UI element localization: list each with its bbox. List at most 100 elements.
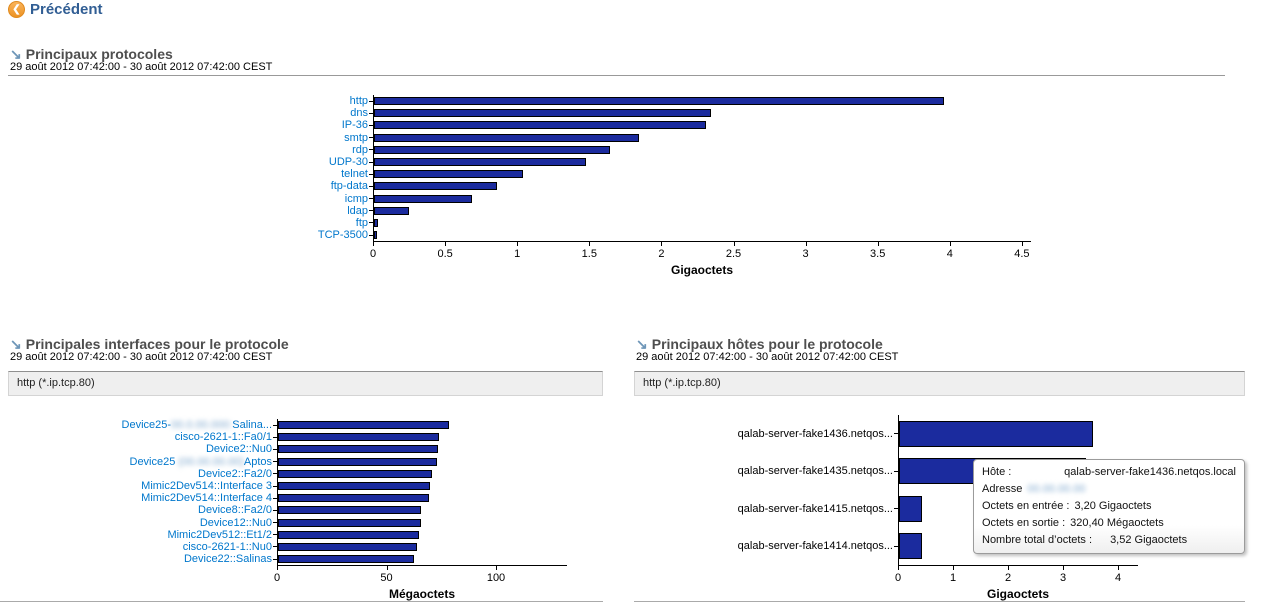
bar-label[interactable]: smtp [344, 131, 368, 144]
chart-row: Mimic2Dev512::Et1/2 [0, 528, 567, 541]
bar[interactable] [278, 506, 422, 515]
bar-label[interactable]: rdp [352, 143, 368, 156]
bar[interactable] [899, 533, 923, 560]
bar[interactable] [374, 158, 586, 167]
bar-label[interactable]: Device22::Salinas [183, 553, 272, 566]
x-tick-label: 100 [486, 572, 506, 585]
tooltip-host-value: qalab-server-fake1436.netqos.local [1064, 466, 1236, 478]
chart-row: qalab-server-fake1414.netqos... [634, 527, 1138, 565]
bar[interactable] [278, 482, 431, 491]
plot-area [277, 553, 567, 566]
section-arrow-icon: ↘ [636, 336, 648, 352]
bar-label[interactable]: cisco-2621-1::Fa0/1 [174, 431, 272, 444]
bar-label[interactable]: ftp-data [330, 180, 368, 193]
bar-label[interactable]: Device8::Fa2/0 [198, 504, 272, 517]
bar-label[interactable]: http [349, 95, 368, 108]
divider [0, 601, 603, 602]
bar-label[interactable]: Mimic2Dev512::Et1/2 [167, 528, 272, 541]
bar[interactable] [374, 194, 473, 203]
plot-area [277, 516, 567, 529]
filter-text: http (*.ip.tcp.80) [17, 377, 95, 389]
back-button[interactable]: ❮ Précédent [8, 1, 103, 18]
x-tick [953, 566, 954, 570]
chart-row: Mimic2Dev514::Interface 3 [0, 479, 567, 493]
back-label[interactable]: Précédent [30, 1, 103, 18]
plot-area [898, 415, 1138, 453]
x-tick [733, 242, 735, 247]
bar-label[interactable]: TCP-3500 [317, 229, 368, 242]
chart-row: UDP-30 [0, 155, 1031, 169]
chart-row: icmp [0, 192, 1031, 205]
y-tick [273, 424, 277, 426]
bar[interactable] [278, 555, 414, 564]
bar-label[interactable]: Device25 (00.00.00.00)Aptos [129, 455, 273, 468]
bar-label[interactable]: Device12::Nu0 [199, 516, 272, 529]
tooltip-total-value: 3,52 Gigaoctets [1110, 534, 1188, 546]
y-tick [273, 497, 277, 499]
y-tick [273, 473, 277, 475]
bar-label[interactable]: cisco-2621-1::Nu0 [182, 540, 272, 553]
bar-label[interactable]: Mimic2Dev514::Interface 3 [141, 480, 272, 493]
x-tick [589, 242, 591, 247]
bar[interactable] [374, 231, 377, 240]
bar[interactable] [278, 421, 449, 430]
x-tick-label: 0 [894, 572, 902, 584]
tooltip-address-row: Adresse 00.00.00.00 [982, 481, 1236, 498]
plot-area [277, 443, 567, 456]
bar-label[interactable]: Device25-00.0.00.000:Salina... [121, 419, 272, 432]
bar[interactable] [278, 433, 439, 442]
y-tick [273, 509, 277, 511]
bar[interactable] [278, 530, 420, 539]
bar-label[interactable]: Device2::Nu0 [205, 443, 272, 456]
bar[interactable] [374, 121, 706, 130]
y-tick [369, 185, 373, 187]
bar-label[interactable]: dns [350, 107, 368, 120]
bar-label[interactable]: icmp [344, 192, 368, 205]
plot-area [373, 192, 1031, 205]
bar[interactable] [374, 206, 409, 215]
chart-row: Mimic2Dev514::Interface 4 [0, 492, 567, 505]
bar[interactable] [374, 109, 712, 118]
chart-row: Device25 (00.00.00.00)Aptos [0, 455, 567, 468]
y-tick [273, 558, 277, 560]
y-tick [273, 522, 277, 524]
plot-area [277, 455, 567, 468]
x-tick-label: 4.5 [1014, 248, 1030, 261]
y-tick [273, 461, 277, 463]
bar[interactable] [374, 145, 611, 154]
bar-label[interactable]: ldap [347, 204, 368, 217]
y-tick [273, 546, 277, 548]
plot-area [373, 204, 1031, 217]
bar-label[interactable]: Mimic2Dev514::Interface 4 [141, 492, 272, 505]
back-arrow-icon[interactable]: ❮ [8, 1, 25, 18]
host-tooltip: Hôte : qalab-server-fake1436.netqos.loca… [973, 459, 1245, 554]
bar[interactable] [278, 494, 430, 503]
bar[interactable] [899, 420, 1093, 447]
bar[interactable] [374, 133, 640, 142]
x-tick [949, 242, 951, 247]
bar-label[interactable]: telnet [341, 168, 368, 181]
bar-label[interactable]: IP-36 [341, 119, 368, 132]
bar-label[interactable]: ftp [355, 216, 368, 229]
chart-row: Device2::Nu0 [0, 443, 567, 456]
bar[interactable] [278, 469, 433, 478]
chart-row: ftp-data [0, 180, 1031, 193]
chart-row: smtp [0, 131, 1031, 144]
bar-label[interactable]: UDP-30 [328, 156, 368, 169]
x-tick [517, 242, 519, 247]
bar[interactable] [278, 457, 437, 466]
bar[interactable] [899, 495, 923, 522]
bar[interactable] [278, 542, 418, 551]
bar[interactable] [278, 518, 422, 527]
x-tick-label: 3 [802, 248, 809, 261]
section-arrow-icon: ↘ [10, 46, 22, 62]
bar-label: qalab-server-fake1414.netqos... [737, 540, 893, 553]
bar-label[interactable]: Device2::Fa2/0 [198, 467, 272, 480]
bar[interactable] [374, 170, 523, 179]
bar[interactable] [374, 97, 944, 106]
bar[interactable] [374, 182, 497, 191]
bar[interactable] [278, 445, 438, 454]
bar[interactable] [374, 218, 379, 227]
chart-row: Device25-00.0.00.000:Salina... [0, 419, 567, 432]
y-tick [369, 100, 373, 102]
